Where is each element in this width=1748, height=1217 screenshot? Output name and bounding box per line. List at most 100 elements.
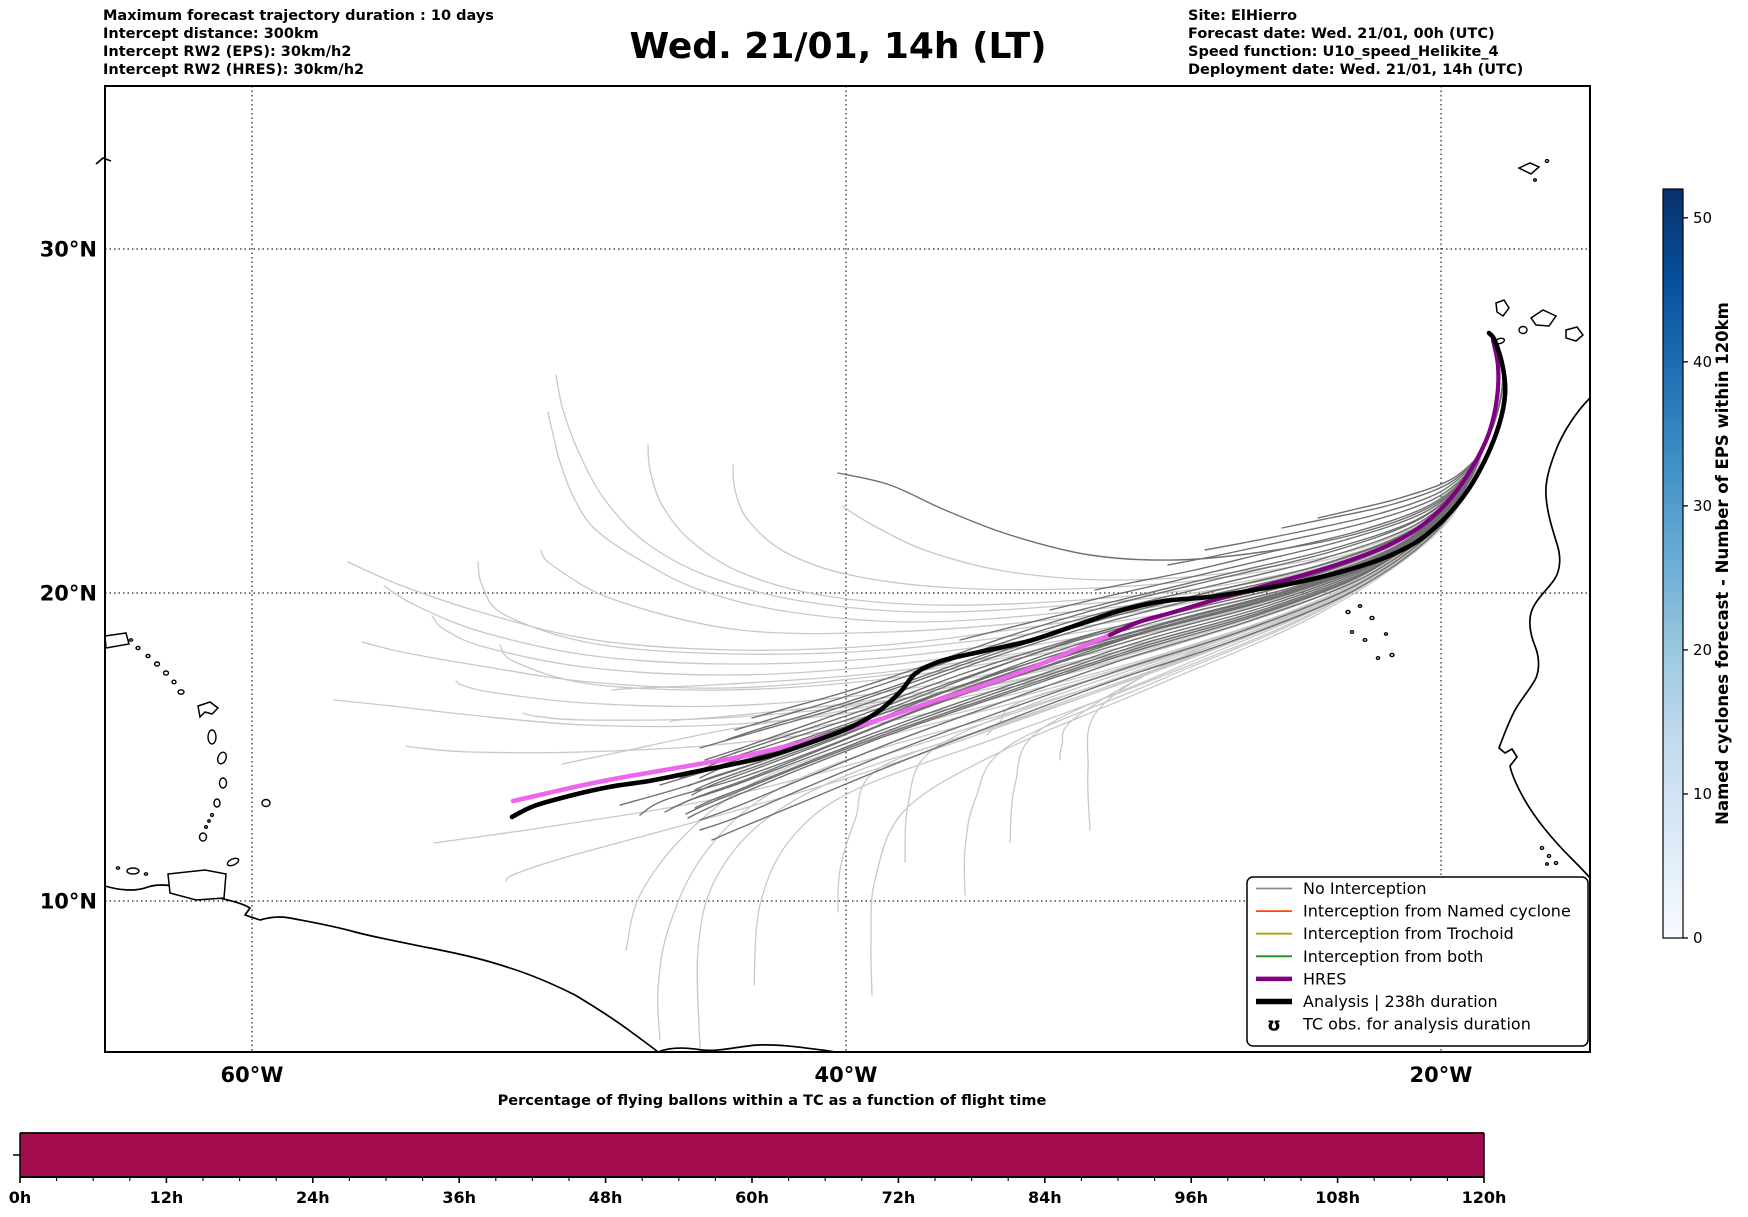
island bbox=[207, 819, 211, 823]
island bbox=[1375, 656, 1381, 661]
lat-tick-label: 20°N bbox=[40, 582, 97, 606]
header-right-line-2: Forecast date: Wed. 21/01, 00h (UTC) bbox=[1188, 26, 1495, 42]
bar-x-tick-label: 96h bbox=[1174, 1188, 1208, 1207]
island bbox=[115, 866, 121, 870]
hres-line bbox=[1107, 337, 1501, 638]
island bbox=[1369, 615, 1375, 621]
bar-chart-title: Percentage of flying ballons within a TC… bbox=[498, 1093, 1047, 1109]
lon-tick-label: 40°W bbox=[815, 1063, 878, 1087]
lon-tick-label: 20°W bbox=[1410, 1063, 1473, 1087]
bar-x-tick-label: 84h bbox=[1028, 1188, 1062, 1207]
header: Maximum forecast trajectory duration : 1… bbox=[103, 8, 1523, 78]
eps-trajectory bbox=[837, 334, 1504, 561]
bar-x-tick-label: 108h bbox=[1315, 1188, 1360, 1207]
island bbox=[135, 645, 141, 651]
figure-title: Wed. 21/01, 14h (LT) bbox=[629, 26, 1046, 67]
eps-trajectory bbox=[1204, 334, 1504, 551]
island bbox=[1539, 845, 1545, 851]
island bbox=[1517, 162, 1541, 175]
flight-time-bar-chart: Percentage of flying ballons within a TC… bbox=[9, 1093, 1507, 1207]
island bbox=[1349, 630, 1355, 635]
eps-trajectory bbox=[1317, 334, 1504, 519]
island bbox=[128, 638, 134, 642]
island bbox=[218, 777, 228, 789]
island bbox=[213, 798, 221, 808]
island bbox=[1544, 862, 1549, 866]
legend-box bbox=[1246, 876, 1589, 1047]
header-right-line-1: Site: ElHierro bbox=[1188, 8, 1297, 24]
analysis-line bbox=[509, 330, 1508, 820]
eps-trajectory bbox=[699, 334, 1504, 821]
island bbox=[1495, 299, 1510, 318]
island bbox=[203, 825, 208, 830]
legend-item-label: HRES bbox=[1303, 969, 1346, 988]
eps-trajectory bbox=[1281, 334, 1504, 529]
island bbox=[1362, 637, 1368, 643]
eps-trajectory bbox=[1167, 334, 1504, 566]
colorbar-tick-label: 40 bbox=[1693, 353, 1712, 371]
legend-item-label: Interception from both bbox=[1303, 947, 1483, 966]
eps-trajectory-light bbox=[431, 334, 1504, 676]
legend-item-label: Interception from Trochoid bbox=[1303, 924, 1514, 943]
legend: No Interception Interception from Named c… bbox=[1246, 876, 1589, 1047]
eps-trajectory-light bbox=[963, 334, 1504, 896]
island bbox=[1389, 652, 1395, 658]
lon-tick-label: 60°W bbox=[221, 1063, 284, 1087]
island bbox=[1518, 325, 1528, 335]
tc-obs-marker-icon: ʊ bbox=[1267, 1015, 1281, 1036]
coastline bbox=[95, 157, 112, 165]
header-left-line-1: Maximum forecast trajectory duration : 1… bbox=[103, 8, 494, 24]
island bbox=[177, 689, 185, 695]
colorbar-tick-label: 20 bbox=[1693, 641, 1712, 659]
eps-trajectory-light bbox=[477, 334, 1504, 655]
island bbox=[1357, 604, 1363, 609]
island bbox=[162, 670, 170, 676]
island bbox=[167, 869, 227, 901]
island bbox=[1529, 309, 1558, 327]
bar-x-tick-label: 48h bbox=[589, 1188, 623, 1207]
header-left-line-2: Intercept distance: 300km bbox=[103, 26, 319, 42]
island bbox=[1532, 178, 1537, 182]
island bbox=[261, 798, 271, 808]
bar-x-tick-label: 0h bbox=[9, 1188, 32, 1207]
island bbox=[1553, 860, 1559, 866]
island bbox=[153, 661, 161, 667]
legend-item-label: No Interception bbox=[1303, 879, 1427, 898]
island bbox=[1383, 632, 1389, 636]
colorbar-tick-label: 30 bbox=[1693, 497, 1712, 515]
bar-x-tick-label: 120h bbox=[1462, 1188, 1507, 1207]
colorbar: 0 10 20 30 40 50 Named cyclones forecast - Num… bbox=[1662, 188, 1732, 947]
coastline bbox=[657, 1043, 836, 1053]
bar-x-tick-label: 72h bbox=[882, 1188, 916, 1207]
header-left-line-3: Intercept RW2 (EPS): 30km/h2 bbox=[103, 44, 351, 60]
island bbox=[1544, 158, 1550, 164]
island bbox=[143, 872, 149, 876]
island bbox=[226, 857, 240, 867]
eps-trajectory-light bbox=[361, 334, 1504, 689]
coastline bbox=[1498, 397, 1591, 879]
bar-x-tick-label: 12h bbox=[150, 1188, 184, 1207]
header-right-line-4: Deployment date: Wed. 21/01, 14h (UTC) bbox=[1188, 62, 1523, 78]
bar-x-tick-label: 60h bbox=[735, 1188, 769, 1207]
island bbox=[197, 701, 220, 719]
island bbox=[171, 679, 177, 685]
bar-x-tick-label: 24h bbox=[296, 1188, 330, 1207]
island bbox=[1565, 326, 1585, 342]
colorbar-axis-label: Named cyclones forecast - Number of EPS … bbox=[1713, 302, 1732, 825]
colorbar-gradient-bar bbox=[1662, 188, 1684, 939]
island bbox=[104, 632, 130, 649]
legend-item-label: Interception from Named cyclone bbox=[1303, 902, 1571, 921]
colorbar-tick-label: 10 bbox=[1693, 785, 1712, 803]
eps-trajectory-light bbox=[505, 334, 1504, 882]
header-left-line-4: Intercept RW2 (HRES): 30km/h2 bbox=[103, 62, 364, 78]
island bbox=[126, 867, 140, 875]
legend-item-label: Analysis | 238h duration bbox=[1303, 992, 1498, 1011]
header-right-line-3: Speed function: U10_speed_Helikite_4 bbox=[1188, 44, 1499, 60]
eps-trajectory-light bbox=[837, 334, 1504, 913]
eps-trajectory-light bbox=[1059, 334, 1504, 761]
lat-tick-label: 30°N bbox=[40, 238, 97, 262]
island bbox=[198, 832, 208, 842]
eps-trajectory-light bbox=[383, 334, 1504, 665]
